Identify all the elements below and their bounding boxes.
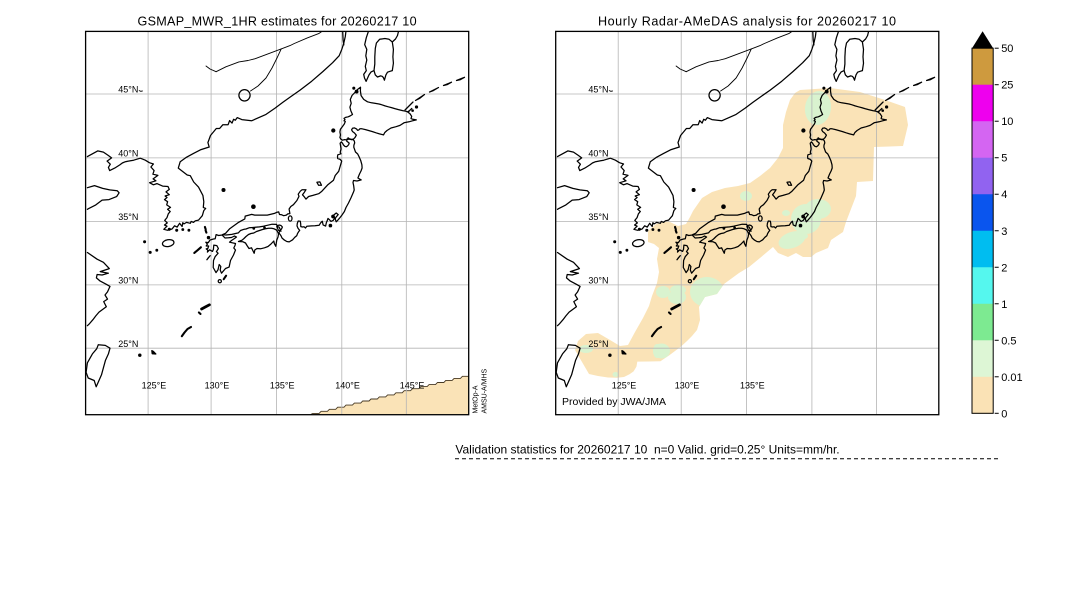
svg-text:0.01: 0.01 [1001, 372, 1022, 384]
svg-text:MetOp-A: MetOp-A [473, 385, 480, 413]
svg-text:GSMAP_MWR_1HR estimates for 20: GSMAP_MWR_1HR estimates for 20260217 10 [138, 14, 417, 28]
svg-text:AMSU-A/MHS: AMSU-A/MHS [482, 368, 489, 413]
svg-text:40°N: 40°N [118, 149, 138, 159]
svg-text:10: 10 [1001, 116, 1013, 128]
svg-text:2: 2 [1001, 262, 1007, 274]
svg-text:50: 50 [1001, 43, 1013, 55]
svg-text:Provided by JWA/JMA: Provided by JWA/JMA [562, 396, 666, 408]
svg-text:35°N: 35°N [118, 212, 138, 222]
svg-text:30°N: 30°N [118, 276, 138, 286]
svg-text:145°E: 145°E [400, 381, 425, 391]
svg-text:130°E: 130°E [675, 381, 700, 391]
svg-text:35°N: 35°N [588, 212, 608, 222]
svg-text:0: 0 [1001, 408, 1007, 420]
svg-text:45°N: 45°N [118, 85, 138, 95]
svg-text:25°N: 25°N [588, 339, 608, 349]
svg-text:3: 3 [1001, 226, 1007, 238]
svg-text:5: 5 [1001, 153, 1007, 165]
svg-text:140°E: 140°E [335, 381, 360, 391]
svg-text:135°E: 135°E [270, 381, 295, 391]
svg-text:1: 1 [1001, 299, 1007, 311]
svg-text:Validation statistics for 2026: Validation statistics for 20260217 10 n=… [455, 443, 839, 457]
svg-text:25°N: 25°N [118, 339, 138, 349]
svg-text:125°E: 125°E [612, 381, 637, 391]
svg-text:45°N: 45°N [588, 85, 608, 95]
svg-text:130°E: 130°E [205, 381, 230, 391]
svg-text:135°E: 135°E [740, 381, 765, 391]
svg-text:4: 4 [1001, 189, 1007, 201]
svg-text:Hourly Radar-AMeDAS analysis f: Hourly Radar-AMeDAS analysis for 2026021… [598, 14, 897, 28]
svg-text:125°E: 125°E [142, 381, 167, 391]
svg-text:25: 25 [1001, 80, 1013, 92]
svg-text:40°N: 40°N [588, 149, 608, 159]
svg-text:30°N: 30°N [588, 276, 608, 286]
svg-text:0.5: 0.5 [1001, 335, 1016, 347]
